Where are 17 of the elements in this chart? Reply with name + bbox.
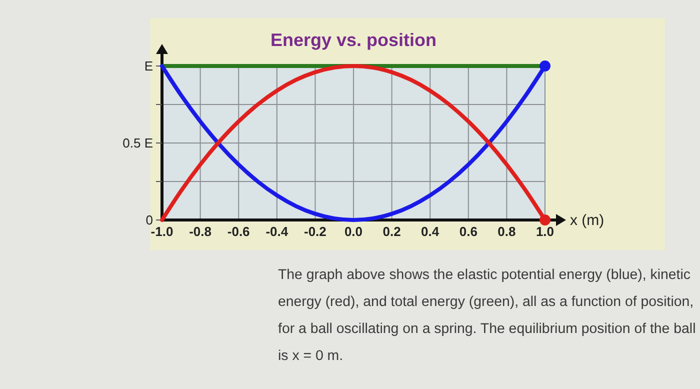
x-tick-label: 0.8 (498, 224, 516, 239)
x-tick-label: 0.4 (421, 224, 440, 239)
y-tick-label: 0 (146, 212, 153, 228)
x-tick-label: -0.8 (189, 224, 212, 239)
y-tick-label: E (144, 58, 154, 74)
x-tick-label: 0.0 (344, 224, 363, 239)
x-tick-label: 0.2 (382, 224, 401, 239)
x-tick-label: -0.4 (266, 224, 289, 239)
x-tick-label: -0.6 (227, 224, 250, 239)
x-tick-label: -1.0 (150, 224, 174, 239)
x-tick-label: 0.6 (459, 224, 478, 239)
x-tick-label: -0.2 (304, 224, 326, 239)
x-tick-label: 1.0 (536, 224, 554, 239)
y-tick-label: 0.5 E (122, 136, 154, 151)
x-axis-title: x (m) (570, 212, 604, 229)
text: The graph above shows the elastic potential energy (blue), kinetic energy (red), and total energy (green), all as a function of position, for a ball oscillating on a spring. The equilibrium position of the ball is x = 0 m. (278, 266, 696, 366)
chart-title: Energy vs. position (270, 30, 437, 50)
